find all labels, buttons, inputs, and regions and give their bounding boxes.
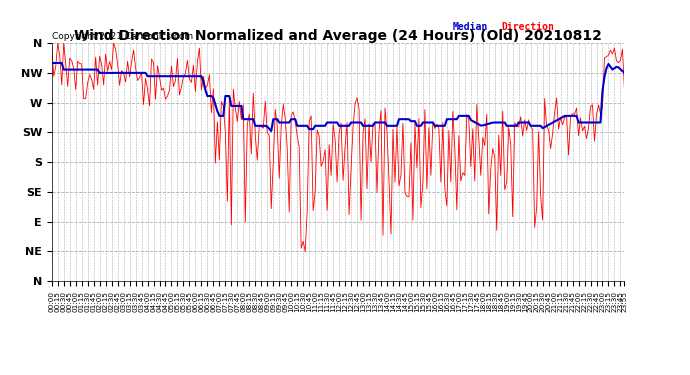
- Text: Direction: Direction: [502, 22, 554, 32]
- Text: Copyright 2021 Cartronics.com: Copyright 2021 Cartronics.com: [52, 32, 193, 41]
- Text: Median: Median: [453, 22, 488, 32]
- Title: Wind Direction Normalized and Average (24 Hours) (Old) 20210812: Wind Direction Normalized and Average (2…: [74, 29, 602, 43]
